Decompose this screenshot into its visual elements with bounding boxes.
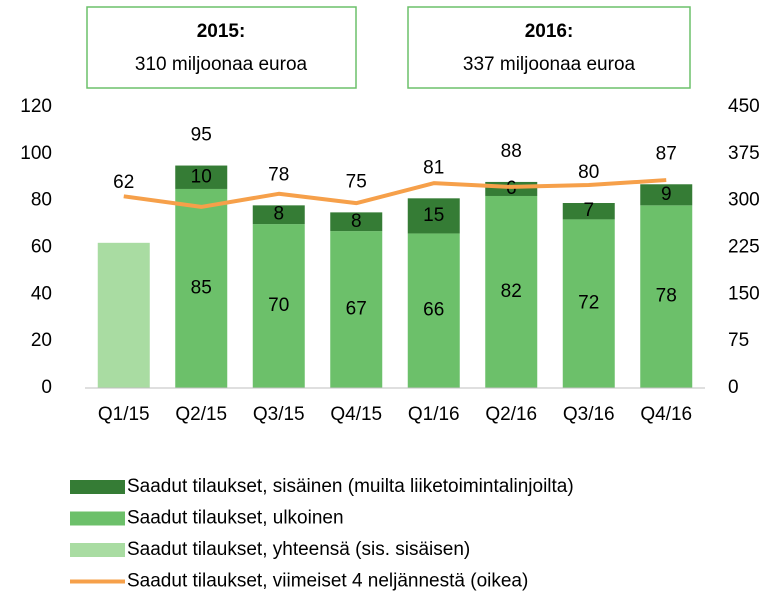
legend-swatch (70, 480, 125, 494)
y-tick-label: 100 (20, 143, 52, 164)
value-label: 70 (268, 295, 289, 316)
total-label: 87 (656, 143, 677, 164)
line (123, 178, 667, 209)
total-label: 81 (423, 157, 444, 178)
value-label: 8 (351, 211, 362, 232)
legend-label: Saadut tilaukset, viimeiset 4 neljännest… (127, 571, 528, 592)
total-label: 80 (578, 162, 599, 183)
y-tick-label: 0 (41, 377, 52, 398)
x-tick-label: Q1/15 (98, 404, 150, 425)
x-tick-label: Q2/15 (175, 404, 227, 425)
y2-tick-label: 225 (728, 237, 760, 258)
value-label: 7 (583, 200, 594, 221)
value-label: 9 (661, 184, 672, 205)
y2-tick-label: 0 (728, 377, 739, 398)
legend-label: Saadut tilaukset, ulkoinen (127, 508, 344, 529)
x-tick-label: Q3/16 (563, 404, 615, 425)
y-tick-label: 120 (20, 96, 52, 117)
value-label: 15 (423, 205, 444, 226)
y-tick-label: 80 (31, 190, 52, 211)
legend-swatch (70, 543, 125, 557)
y2-tick-label: 300 (728, 190, 760, 211)
y2-tick-label: 150 (728, 283, 760, 304)
annotation-text: 337 miljoonaa euroa (463, 54, 636, 75)
y2-tick-label: 450 (728, 96, 760, 117)
total-label: 88 (501, 141, 522, 162)
bar-segment (640, 184, 693, 206)
annotation-box (86, 6, 357, 89)
bar-segment (330, 212, 383, 232)
annotation-text: 310 miljoonaa euroa (135, 54, 308, 75)
bar-segment (562, 203, 615, 220)
x-tick-label: Q2/16 (485, 404, 537, 425)
total-label: 95 (191, 125, 212, 146)
annotation-box (407, 6, 691, 89)
x-tick-label: Q3/15 (253, 404, 305, 425)
bar-segment (330, 231, 383, 388)
legend-label: Saadut tilaukset, yhteensä (sis. sisäise… (127, 539, 470, 560)
annotation-title: 2015: (197, 21, 246, 42)
bar-segment (562, 219, 615, 388)
bar-segment (252, 205, 305, 225)
value-label: 8 (273, 204, 284, 225)
y-tick-label: 20 (31, 330, 52, 351)
x-tick-label: Q4/15 (330, 404, 382, 425)
bar-segment (407, 233, 460, 388)
value-label: 66 (423, 300, 444, 321)
legend-swatch (70, 511, 125, 526)
bar-segment (97, 242, 150, 388)
x-tick-label: Q1/16 (408, 404, 460, 425)
y2-tick-label: 75 (728, 330, 749, 351)
value-label: 82 (501, 281, 522, 302)
bar-segment (252, 224, 305, 388)
legend-label: Saadut tilaukset, sisäinen (muilta liike… (127, 476, 574, 497)
bar-segment (175, 188, 228, 388)
bar-segment (640, 205, 693, 388)
y-tick-label: 40 (31, 283, 52, 304)
y2-tick-label: 375 (728, 143, 760, 164)
value-label: 85 (191, 277, 212, 298)
bar-segment (407, 198, 460, 234)
bar-segment (175, 165, 228, 189)
annotation-title: 2016: (525, 21, 574, 42)
total-label: 75 (346, 171, 367, 192)
value-label: 10 (191, 166, 212, 187)
y-tick-label: 60 (31, 237, 52, 258)
x-tick-label: Q4/16 (640, 404, 692, 425)
value-label: 72 (578, 293, 599, 314)
bar-segment (485, 195, 538, 388)
total-label: 78 (268, 164, 289, 185)
value-label: 78 (656, 286, 677, 307)
value-label: 67 (346, 299, 367, 320)
value-label: 62 (113, 172, 134, 193)
